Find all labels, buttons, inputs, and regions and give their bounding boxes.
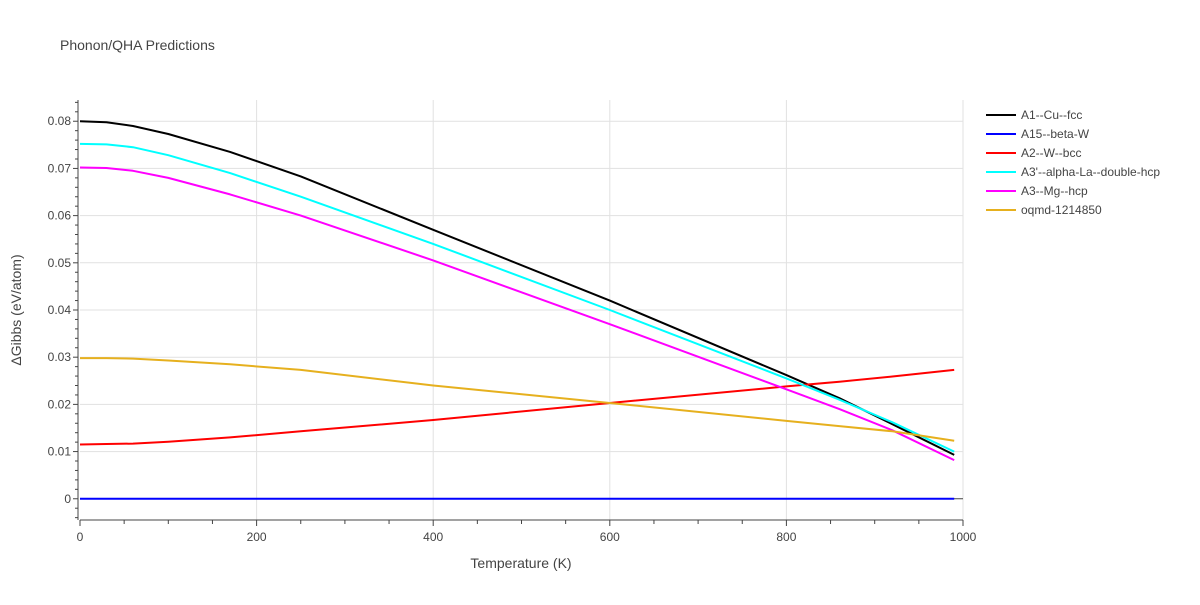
legend-item[interactable]: A1--Cu--fcc <box>986 108 1082 122</box>
series-line-a3-alpha-la-double-hcp[interactable] <box>79 142 955 453</box>
legend-label: A15--beta-W <box>1021 127 1090 141</box>
series-line-a3-mg-hcp[interactable] <box>79 166 955 462</box>
legend-item[interactable]: A3'--alpha-La--double-hcp <box>986 165 1160 179</box>
legend-label: A3'--alpha-La--double-hcp <box>1021 165 1160 179</box>
legend-item[interactable]: oqmd-1214850 <box>986 203 1102 217</box>
series-line-oqmd-1214850[interactable] <box>80 357 955 442</box>
legend-item[interactable]: A2--W--bcc <box>986 146 1081 160</box>
legend-item[interactable]: A15--beta-W <box>986 127 1090 141</box>
series-line-a2-w-bcc[interactable] <box>79 368 955 446</box>
x-tick-label: 200 <box>247 530 267 544</box>
y-tick-label: 0.07 <box>48 161 72 175</box>
legend-label: A1--Cu--fcc <box>1021 108 1082 122</box>
x-axis-title: Temperature (K) <box>470 555 571 571</box>
x-tick-label: 1000 <box>950 530 977 544</box>
x-tick-label: 800 <box>776 530 796 544</box>
axis-layer: 0 200 400 600 800 1000 0 0.01 0.02 0.03 0.04 0.05 0.… <box>48 100 977 544</box>
legend-label: A3--Mg--hcp <box>1021 184 1088 198</box>
x-tick-label: 0 <box>77 530 84 544</box>
y-tick-label: 0.04 <box>48 303 72 317</box>
y-tick-label: 0.03 <box>48 350 72 364</box>
y-axis-title: ΔGibbs (eV/atom) <box>8 254 24 365</box>
series-layer[interactable] <box>79 120 955 500</box>
chart-title: Phonon/QHA Predictions <box>60 37 215 53</box>
y-tick-label: 0.05 <box>48 256 72 270</box>
y-tick-label: 0 <box>64 492 71 506</box>
legend[interactable]: A1--Cu--fcc A15--beta-W A2--W--bcc A3'--alp… <box>986 108 1160 217</box>
y-tick-label: 0.06 <box>48 209 72 223</box>
y-tick-label: 0.02 <box>48 397 72 411</box>
grid-layer <box>80 100 964 520</box>
legend-label: A2--W--bcc <box>1021 146 1081 160</box>
legend-label: oqmd-1214850 <box>1021 203 1102 217</box>
y-tick-label: 0.01 <box>48 445 72 459</box>
x-tick-label: 600 <box>600 530 620 544</box>
legend-item[interactable]: A3--Mg--hcp <box>986 184 1088 198</box>
y-tick-label: 0.08 <box>48 114 72 128</box>
x-tick-label: 400 <box>423 530 443 544</box>
